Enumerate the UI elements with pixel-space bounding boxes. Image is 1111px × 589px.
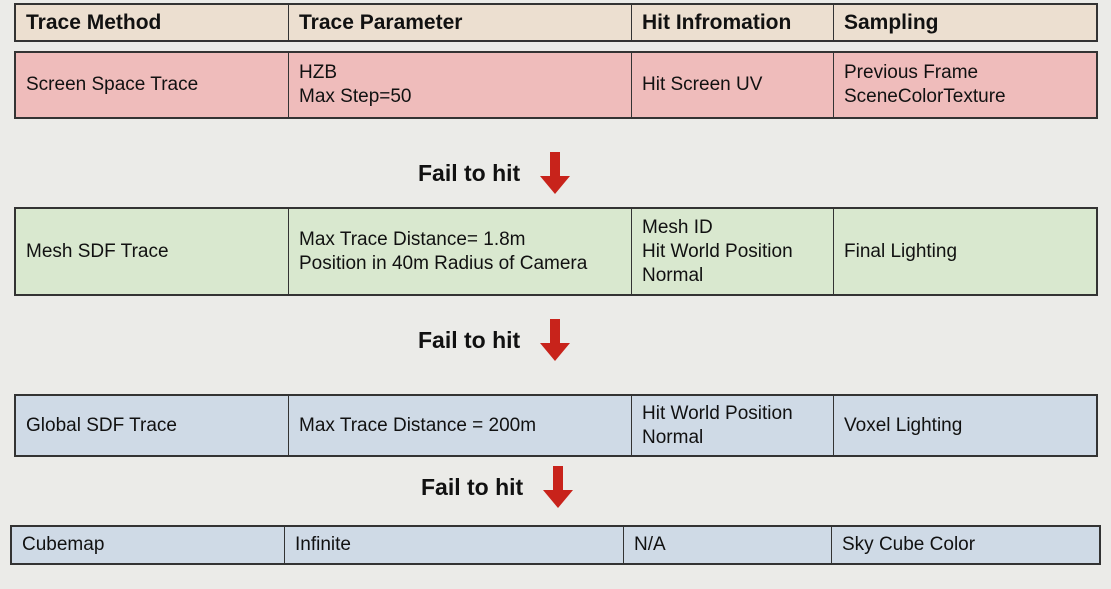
header-trace-method: Trace Method (16, 5, 289, 40)
cell-method: Global SDF Trace (16, 396, 289, 455)
cell-parameter: Max Trace Distance = 200m (289, 396, 632, 455)
cell-text: Max Trace Distance= 1.8m (299, 228, 526, 250)
cell-sampling: Voxel Lighting (834, 396, 1096, 455)
cell-text: Final Lighting (844, 240, 958, 262)
cell-text: Hit World Position (642, 240, 793, 262)
cell-parameter: Max Trace Distance= 1.8m Position in 40m … (289, 209, 632, 294)
cell-hit-info: N/A (624, 527, 832, 563)
cell-sampling: Sky Cube Color (832, 527, 1099, 563)
table-header: Trace Method Trace Parameter Hit Infroma… (14, 3, 1098, 42)
fail-to-hit-2: Fail to hit (418, 319, 571, 361)
cell-text: Max Step=50 (299, 86, 412, 107)
cell-hit-info: Mesh ID Hit World Position Normal (632, 209, 834, 294)
cell-text: Hit Screen UV (642, 74, 763, 95)
down-arrow-icon (540, 319, 571, 361)
cell-text: Voxel Lighting (844, 414, 963, 436)
cell-parameter: HZB Max Step=50 (289, 53, 632, 117)
header-sampling: Sampling (844, 10, 939, 34)
fail-label: Fail to hit (418, 159, 521, 186)
cell-hit-info: Hit Screen UV (632, 53, 834, 117)
row-cubemap: Cubemap Infinite N/A Sky Cube Color (10, 525, 1101, 565)
cell-text: Previous Frame (844, 62, 979, 83)
cell-hit-info: Hit World Position Normal (632, 396, 834, 455)
cell-method: Mesh SDF Trace (16, 209, 289, 294)
down-arrow-icon (543, 466, 574, 508)
fail-label: Fail to hit (421, 473, 524, 500)
cell-text: Sky Cube Color (842, 534, 976, 555)
cell-text: Position in 40m Radius of Camera (299, 252, 588, 274)
cell-method: Cubemap (12, 527, 285, 563)
cell-method: Screen Space Trace (16, 53, 289, 117)
cell-text: Max Trace Distance = 200m (299, 414, 537, 436)
cell-sampling: Previous Frame SceneColorTexture (834, 53, 1096, 117)
fail-to-hit-1: Fail to hit (418, 152, 571, 194)
cell-text: Hit World Position (642, 402, 793, 424)
cell-text: Global SDF Trace (26, 414, 177, 436)
row-mesh-sdf-trace: Mesh SDF Trace Max Trace Distance= 1.8m P… (14, 207, 1098, 296)
cell-text: Infinite (295, 534, 351, 555)
row-screen-space-trace: Screen Space Trace HZB Max Step=50 Hit Sc… (14, 51, 1098, 119)
cell-text: Normal (642, 426, 704, 448)
cell-text: Normal (642, 264, 704, 286)
cell-text: HZB (299, 62, 337, 83)
header-hit-information: Hit Infromation (632, 5, 834, 40)
cell-text: Screen Space Trace (26, 74, 199, 95)
fail-label: Fail to hit (418, 326, 521, 353)
cell-text: Mesh SDF Trace (26, 240, 169, 262)
row-global-sdf-trace: Global SDF Trace Max Trace Distance = 20… (14, 394, 1098, 457)
cell-parameter: Infinite (285, 527, 624, 563)
header-trace-parameter: Trace Parameter (289, 5, 632, 40)
cell-text: Mesh ID (642, 216, 713, 238)
cell-sampling: Final Lighting (834, 209, 1096, 294)
cell-text: SceneColorTexture (844, 86, 1006, 107)
cell-text: N/A (634, 534, 666, 555)
cell-text: Cubemap (22, 534, 105, 555)
down-arrow-icon (540, 152, 571, 194)
fail-to-hit-3: Fail to hit (421, 466, 574, 508)
